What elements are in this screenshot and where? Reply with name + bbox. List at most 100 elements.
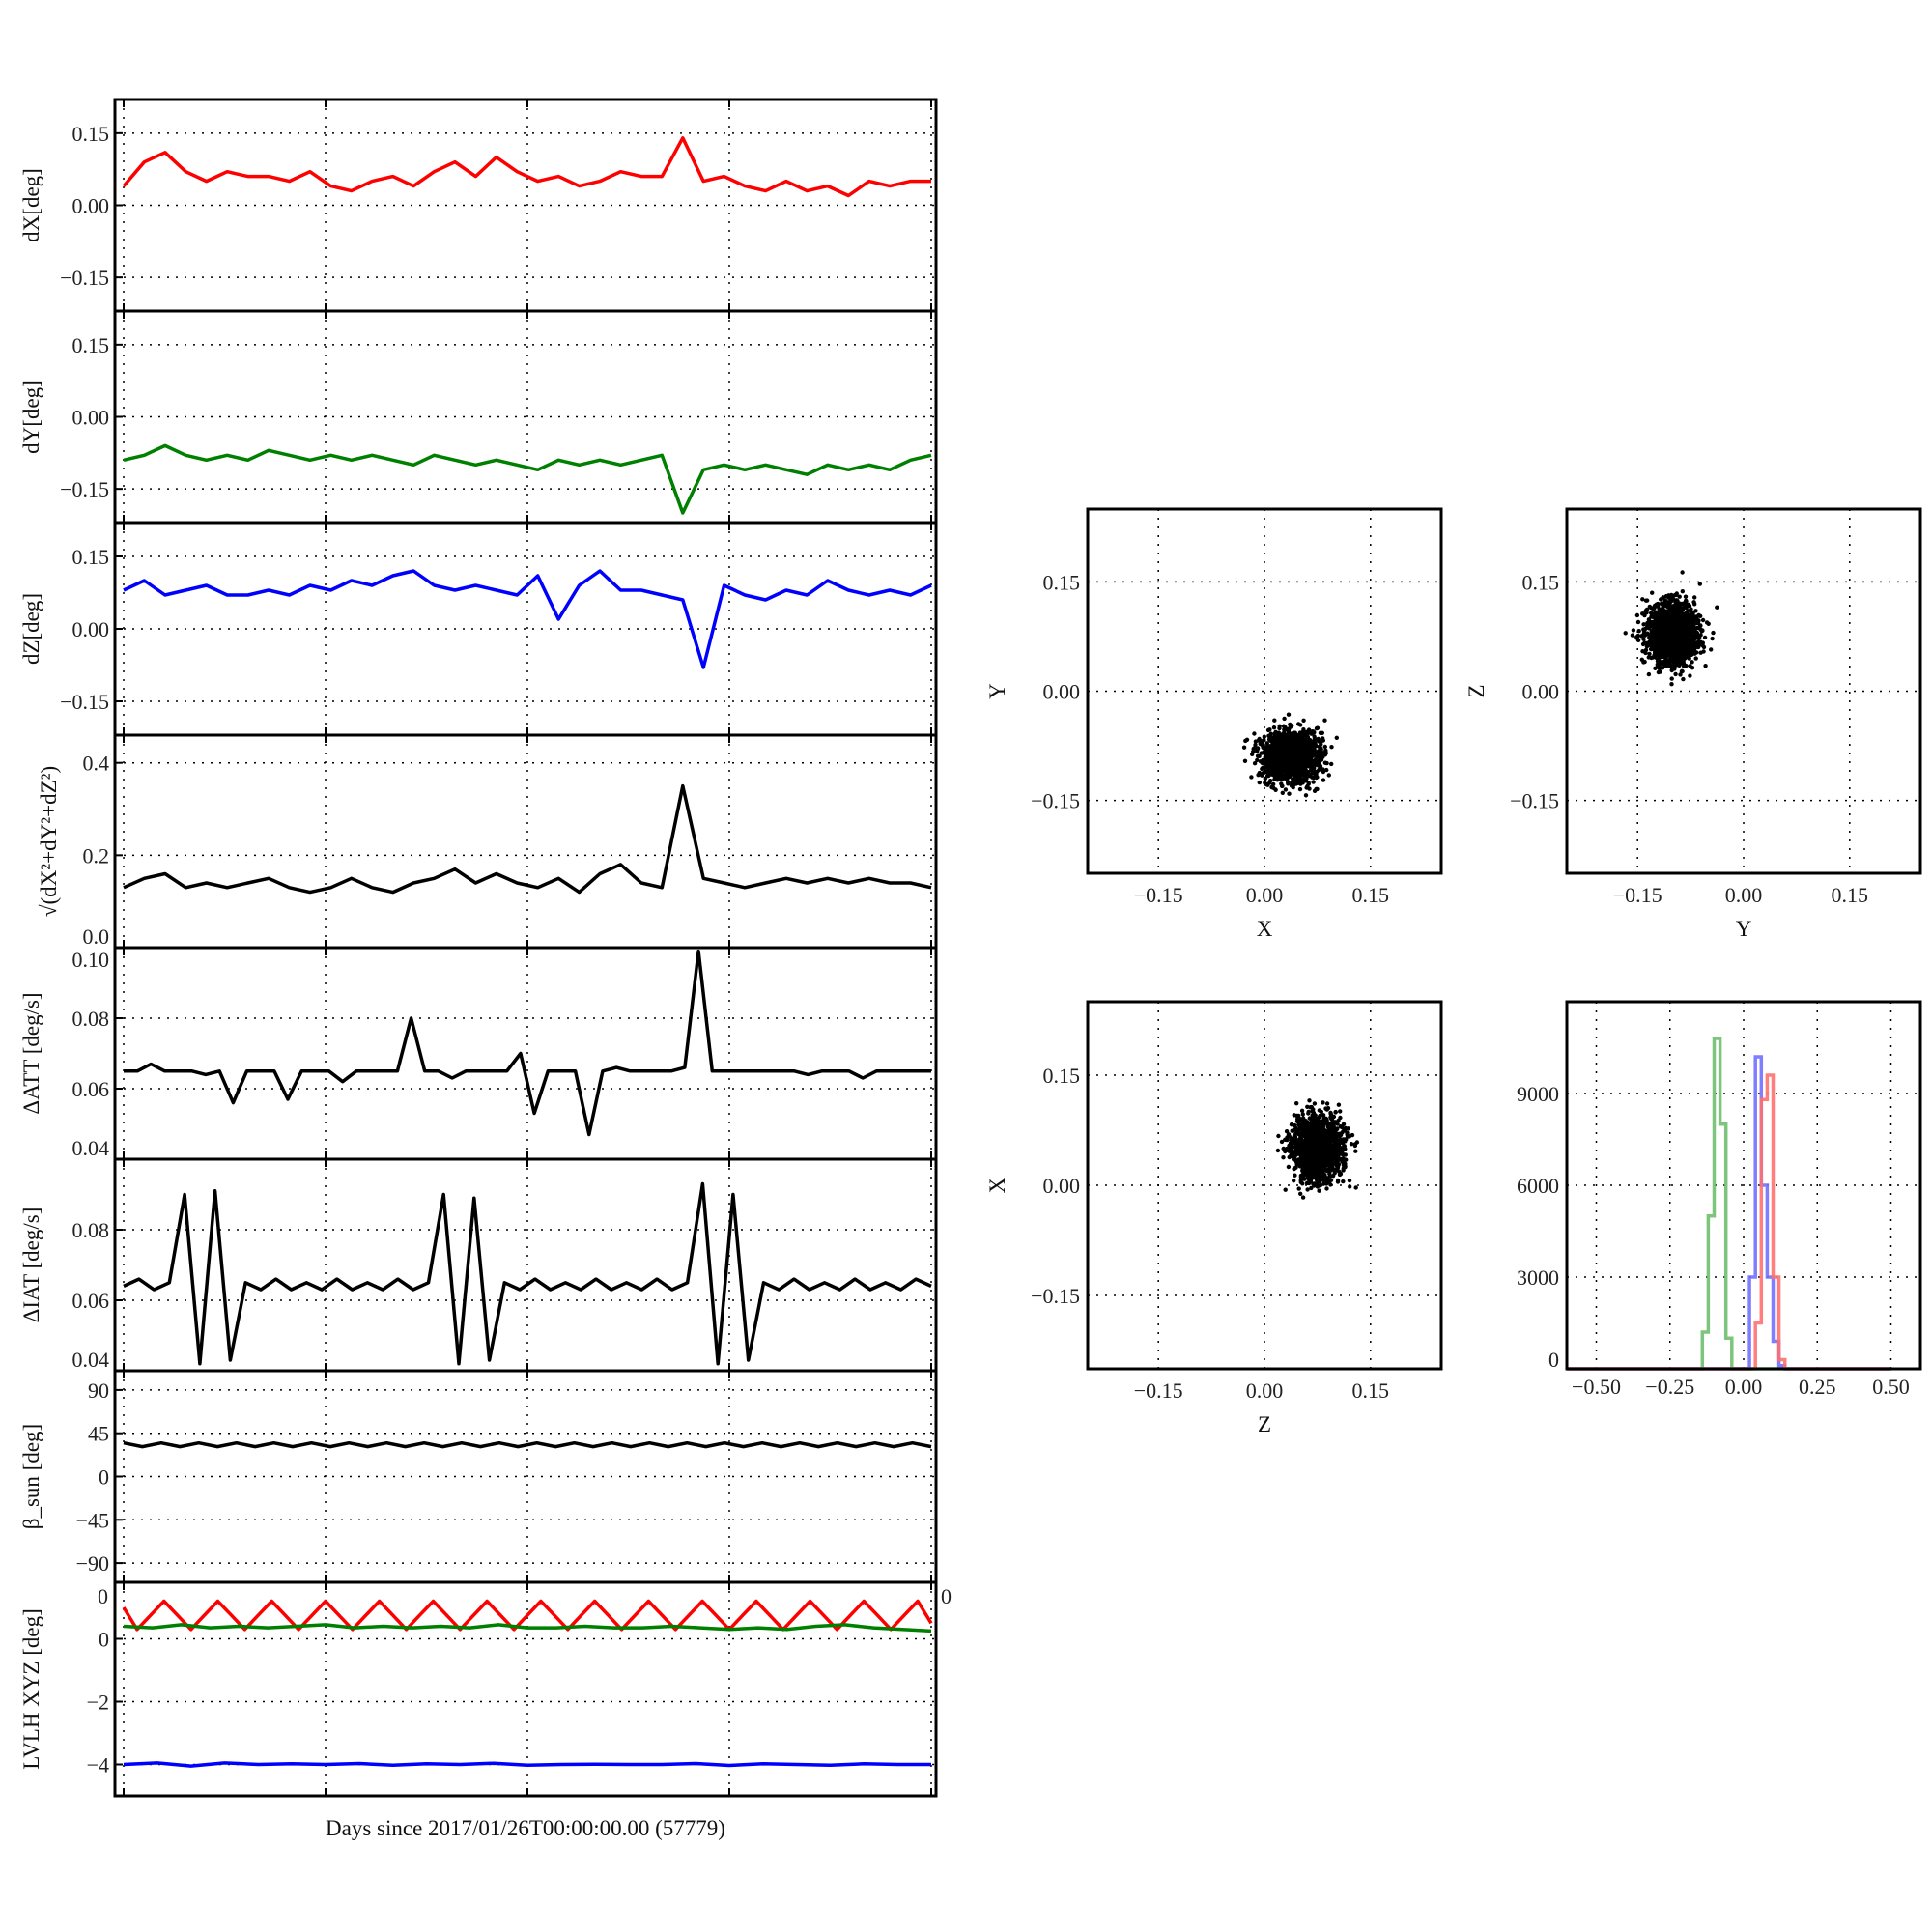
scatter-point [1292, 1113, 1296, 1118]
scatter-point [1331, 1124, 1337, 1129]
scatter-point [1296, 758, 1302, 763]
scatter-point [1350, 1132, 1355, 1138]
scatter-point [1321, 778, 1326, 782]
y-tick-label: 9000 [1517, 1082, 1559, 1106]
scatter-point [1288, 737, 1293, 742]
panel-yz: YZ [1464, 507, 1922, 941]
x-tick-label: −0.15 [1613, 883, 1662, 907]
scatter-point [1305, 1175, 1310, 1179]
scatter-point [1249, 775, 1254, 780]
scatter-point [1354, 1140, 1360, 1145]
scatter-point [1328, 1182, 1333, 1187]
scatter-point [1335, 1164, 1341, 1169]
scatter-point [1673, 623, 1678, 628]
scatter-point [1310, 1170, 1316, 1175]
scatter-point [1287, 791, 1292, 796]
scatter-point [1683, 615, 1688, 620]
scatter-point [1290, 741, 1294, 746]
y-tick-label: 0.15 [1043, 570, 1081, 594]
y-tick-label: 0.06 [72, 1077, 110, 1101]
scatter-point [1317, 1188, 1321, 1193]
scatter-point [1680, 589, 1686, 594]
scatter-point [1316, 737, 1321, 742]
scatter-point [1687, 603, 1692, 609]
y-axis-label: √(dX²+dY²+dZ²) [37, 766, 61, 917]
scatter-point [1320, 730, 1325, 735]
scatter-point [1302, 1177, 1307, 1181]
scatter-point [1678, 631, 1684, 636]
scatter-point [1275, 742, 1281, 748]
scatter-point [1301, 718, 1306, 723]
scatter-point [1259, 739, 1264, 744]
scatter-point [1659, 597, 1663, 602]
panel-zx: ZX [985, 1000, 1443, 1436]
scatter-point [1315, 769, 1320, 774]
scatter-point [1353, 1149, 1358, 1153]
scatter-point [1257, 770, 1263, 776]
scatter-point [1311, 1110, 1317, 1116]
x-tick-label: 0 [941, 1584, 952, 1608]
scatter-point [1339, 1147, 1344, 1151]
x-axis-label: Z [1258, 1412, 1271, 1436]
scatter-point [1324, 767, 1329, 773]
scatter-point [1262, 734, 1267, 739]
scatter-point [1667, 623, 1672, 628]
x-tick-label: −0.25 [1645, 1375, 1694, 1399]
scatter-point [1320, 1167, 1324, 1173]
scatter-point [1279, 772, 1284, 777]
scatter-point [1312, 1161, 1318, 1166]
series-line-dz-0 [123, 569, 932, 669]
scatter-point [1312, 1126, 1317, 1132]
y-tick-label: −0.15 [1031, 789, 1080, 813]
scatter-point [1690, 618, 1694, 623]
scatter-point [1636, 629, 1641, 634]
scatter-point [1675, 606, 1680, 611]
scatter-point [1327, 1171, 1332, 1177]
scatter-point [1328, 1127, 1334, 1132]
scatter-point [1668, 619, 1674, 625]
series-line-att-0 [124, 949, 931, 1137]
scatter-point [1278, 777, 1284, 781]
scatter-point [1659, 649, 1663, 654]
scatter-point [1693, 656, 1698, 661]
axes-frame [113, 1580, 938, 1798]
scatter-point [1640, 641, 1646, 647]
scatter-point [1287, 1134, 1293, 1139]
panel-xy: XY [985, 507, 1443, 941]
scatter-point [1250, 752, 1255, 756]
y-axis-label: dZ[deg] [19, 593, 43, 665]
y-tick-label: −0.15 [60, 477, 109, 501]
scatter-point [1281, 1146, 1286, 1151]
scatter-point [1277, 753, 1283, 758]
scatter-point [1280, 790, 1286, 795]
scatter-point [1644, 644, 1650, 649]
scatter-point [1293, 764, 1299, 769]
scatter-point [1309, 767, 1314, 773]
scatter-point [1694, 625, 1699, 631]
scatter-point [1244, 737, 1250, 742]
scatter-point [1674, 650, 1679, 655]
scatter-point [1698, 613, 1703, 618]
scatter-point [1635, 633, 1641, 639]
y-tick-label: 0 [1548, 1348, 1559, 1372]
scatter-point [1667, 609, 1672, 613]
scatter-point [1337, 1141, 1342, 1147]
scatter-point [1317, 1141, 1322, 1147]
scatter-point [1688, 625, 1693, 630]
scatter-point [1321, 1181, 1326, 1186]
scatter-point [1655, 665, 1661, 669]
scatter-point [1338, 1171, 1343, 1176]
y-axis-label: dY[deg] [19, 380, 43, 454]
y-tick-label: −0.15 [1031, 1284, 1080, 1308]
scatter-point [1681, 676, 1686, 682]
scatter-point [1304, 743, 1309, 749]
scatter-point [1669, 682, 1674, 687]
scatter-point [1271, 725, 1277, 730]
scatter-point [1635, 619, 1641, 625]
y-tick-label: −0.15 [1510, 789, 1559, 813]
scatter-point [1673, 646, 1678, 652]
y-tick-label: 0.15 [72, 333, 110, 357]
y-tick-label: 0.15 [1043, 1064, 1081, 1088]
scatter-point [1279, 1139, 1285, 1145]
scatter-point [1301, 1116, 1306, 1121]
